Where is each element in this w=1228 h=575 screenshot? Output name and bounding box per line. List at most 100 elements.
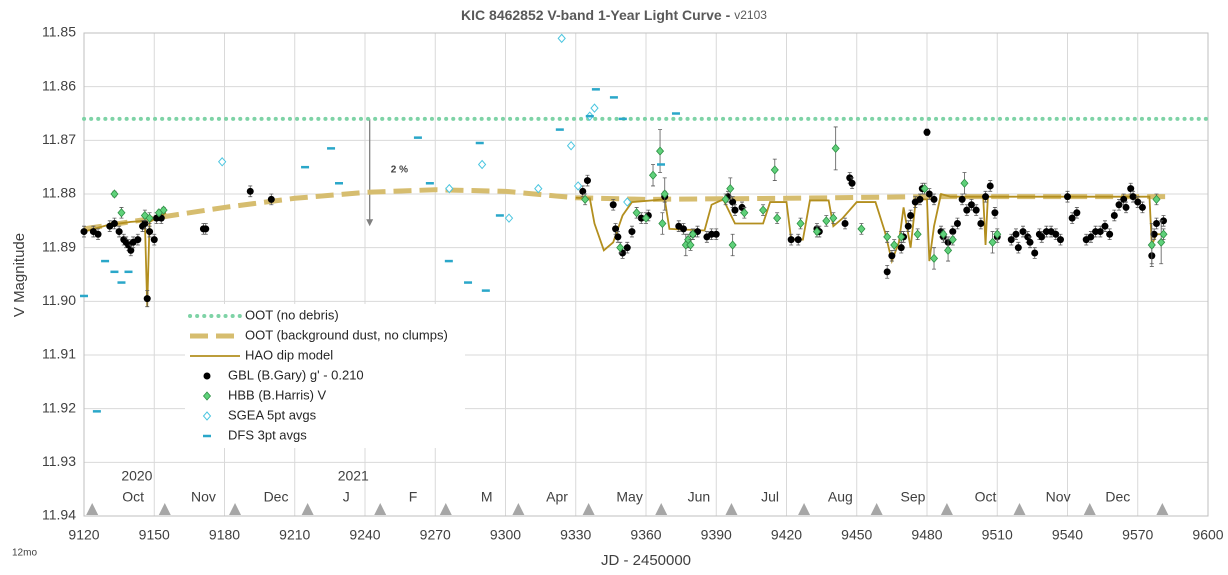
- legend-swatch: [202, 411, 212, 421]
- x-tick-label: 9150: [139, 527, 170, 543]
- y-tick-label: 11.86: [42, 77, 76, 93]
- data-point: [80, 228, 88, 236]
- series-line: [83, 187, 1166, 232]
- legend-label: HBB (B.Harris) V: [228, 387, 327, 402]
- month-label: Dec: [1105, 489, 1130, 505]
- data-point: [972, 206, 980, 214]
- x-tick-label: 9390: [701, 527, 732, 543]
- data-point: [1110, 211, 1118, 219]
- data-point: [787, 236, 795, 244]
- data-point: [731, 206, 739, 214]
- x-tick-label: 9300: [490, 527, 521, 543]
- legend: OOT (no debris) OOT (background dust, no …: [185, 304, 465, 448]
- data-point: [913, 229, 922, 239]
- data-point: [1150, 230, 1158, 238]
- data-point: [982, 193, 990, 201]
- data-point: [115, 228, 123, 236]
- month-label: M: [481, 489, 493, 505]
- data-point: [94, 230, 102, 238]
- data-point: [930, 195, 938, 203]
- month-marker: [655, 503, 668, 515]
- annotation: 2 %: [391, 164, 408, 175]
- data-point: [1014, 244, 1022, 252]
- data-point: [1007, 236, 1015, 244]
- data-point: [904, 222, 912, 230]
- month-marker: [301, 503, 314, 515]
- data-point: [110, 220, 118, 228]
- data-point: [883, 232, 892, 242]
- data-point: [1031, 249, 1039, 257]
- data-point: [907, 211, 915, 219]
- data-point: [623, 197, 632, 207]
- x-axis-label: JD - 2450000: [601, 552, 691, 569]
- y-tick-label: 11.92: [42, 399, 76, 415]
- data-point: [1073, 209, 1081, 217]
- data-point: [1160, 217, 1168, 225]
- x-tick-label: 9240: [349, 527, 380, 543]
- legend-label: HAO dip model: [245, 347, 333, 362]
- month-label: May: [616, 489, 642, 505]
- data-point: [1038, 233, 1046, 241]
- data-point: [632, 208, 641, 218]
- x-tick-label: 9210: [279, 527, 310, 543]
- chart-title: KIC 8462852 V-band 1-Year Light Curve -v…: [461, 7, 767, 23]
- month-marker: [870, 503, 883, 515]
- month-label: Dec: [264, 489, 289, 505]
- data-point: [949, 228, 957, 236]
- month-marker: [229, 503, 242, 515]
- data-point: [267, 195, 275, 203]
- data-point: [967, 201, 975, 209]
- data-point: [623, 244, 631, 252]
- data-point: [145, 213, 154, 223]
- y-tick-label: 11.88: [42, 185, 76, 201]
- data-point: [1024, 233, 1032, 241]
- month-label: Oct: [122, 489, 144, 505]
- data-point: [110, 189, 119, 199]
- x-tick-label: 9570: [1122, 527, 1153, 543]
- data-point: [1087, 233, 1095, 241]
- data-point: [728, 240, 737, 250]
- data-point: [1138, 203, 1146, 211]
- legend-label: DFS 3pt avgs: [228, 427, 307, 442]
- y-axis-label: V Magnitude: [11, 233, 28, 317]
- month-label: Jun: [688, 489, 711, 505]
- data-point: [822, 216, 831, 226]
- data-point: [923, 128, 931, 136]
- legend-box: [185, 304, 465, 448]
- year-label: 2020: [121, 468, 152, 484]
- x-tick-label: 9450: [841, 527, 872, 543]
- data-point: [944, 245, 953, 255]
- data-point: [977, 220, 985, 228]
- data-point: [656, 146, 665, 156]
- x-tick-label: 9420: [771, 527, 802, 543]
- data-point: [897, 244, 905, 252]
- data-point: [637, 214, 645, 222]
- data-point: [616, 243, 625, 253]
- month-label: Nov: [191, 489, 216, 505]
- data-point: [829, 213, 838, 223]
- data-point: [1064, 193, 1071, 201]
- title-text: KIC 8462852 V-band 1-Year Light Curve -: [461, 7, 731, 23]
- data-point: [920, 184, 929, 194]
- month-label: F: [409, 489, 418, 505]
- month-marker: [439, 503, 452, 515]
- plot-frame: [83, 32, 1209, 517]
- legend-label: OOT (no debris): [245, 307, 339, 322]
- data-point: [721, 194, 730, 204]
- data-point: [477, 159, 487, 170]
- x-tick-label: 9270: [420, 527, 451, 543]
- data-point: [857, 224, 866, 234]
- data-point: [658, 218, 667, 229]
- month-marker: [512, 503, 525, 515]
- month-marker: [158, 503, 171, 515]
- data-point: [897, 232, 906, 242]
- x-tick-label: 9120: [68, 527, 99, 543]
- data-point: [1152, 194, 1161, 204]
- footnote: 12mo: [12, 548, 37, 559]
- data-point: [883, 268, 891, 276]
- y-tick-label: 11.90: [42, 292, 76, 308]
- data-point: [890, 240, 899, 250]
- data-point: [1026, 238, 1034, 246]
